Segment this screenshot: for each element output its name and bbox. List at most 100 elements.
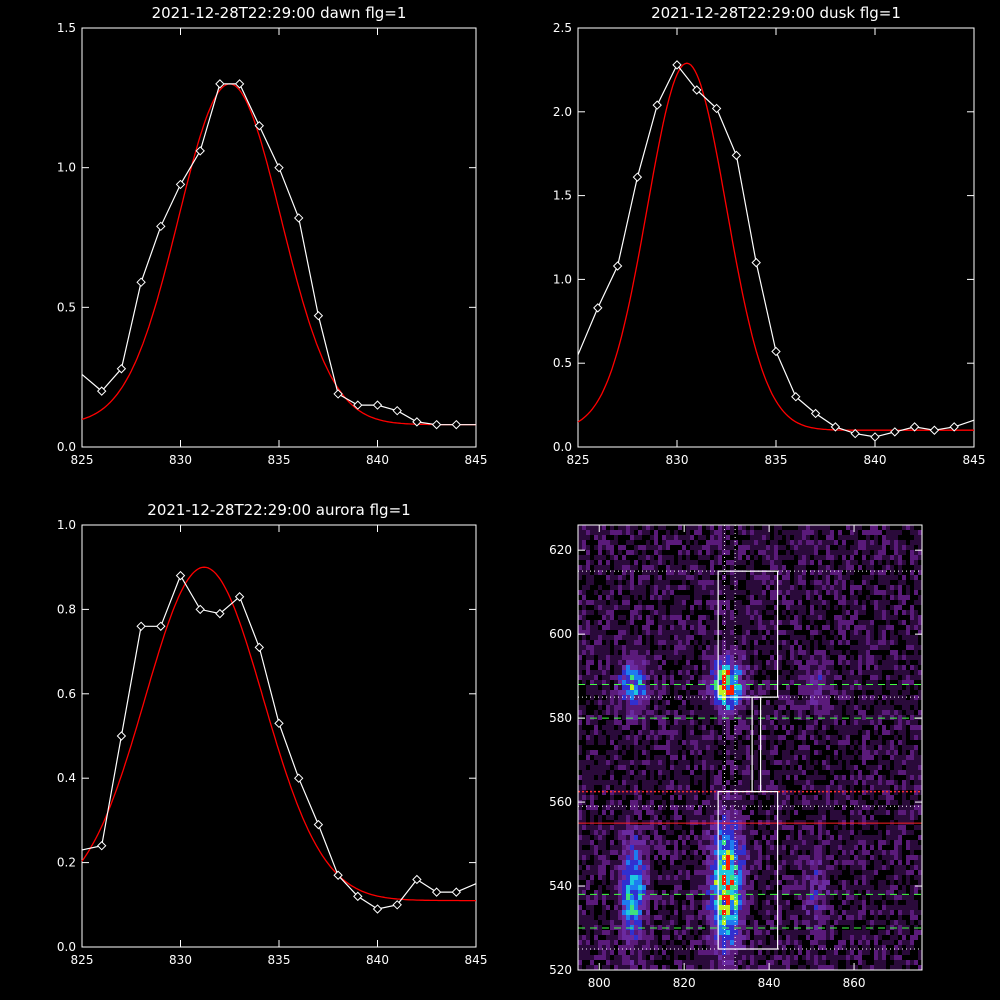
heatmap-cell [862, 790, 866, 795]
heatmap-cell [646, 730, 650, 735]
heatmap-cell [742, 625, 746, 630]
heatmap-cell [662, 735, 666, 740]
heatmap-cell [698, 605, 702, 610]
heatmap-cell [614, 530, 618, 535]
heatmap-cell [734, 530, 738, 535]
heatmap-cell [842, 635, 846, 640]
heatmap-cell [914, 590, 918, 595]
heatmap-cell [822, 580, 826, 585]
heatmap-cell [846, 575, 850, 580]
heatmap-cell [878, 535, 882, 540]
heatmap-cell [842, 775, 846, 780]
heatmap-cell [634, 530, 638, 535]
heatmap-cell [910, 780, 914, 785]
heatmap-cell [614, 655, 618, 660]
heatmap-cell [746, 555, 750, 560]
heatmap-cell [898, 550, 902, 555]
heatmap-cell [802, 785, 806, 790]
heatmap-cell [850, 795, 854, 800]
heatmap-cell [578, 555, 582, 560]
heatmap-cell [886, 600, 890, 605]
heatmap-cell [594, 750, 598, 755]
heatmap-cell [754, 660, 758, 665]
heatmap-cell [622, 600, 626, 605]
heatmap-cell [730, 610, 734, 615]
heatmap-cell [770, 575, 774, 580]
heatmap-cell [594, 560, 598, 565]
heatmap-cell [758, 785, 762, 790]
heatmap-cell [598, 760, 602, 765]
heatmap-cell [638, 700, 642, 705]
heatmap-cell [826, 680, 830, 685]
heatmap-cell [594, 530, 598, 535]
heatmap-cell [614, 805, 618, 810]
heatmap-cell [734, 790, 738, 795]
heatmap-cell [802, 665, 806, 670]
heatmap-cell [862, 685, 866, 690]
heatmap-cell [898, 680, 902, 685]
heatmap-cell [810, 575, 814, 580]
heatmap-cell [866, 685, 870, 690]
heatmap-cell [798, 630, 802, 635]
data-point [215, 608, 225, 619]
heatmap-cell [834, 660, 838, 665]
heatmap-cell [710, 690, 714, 695]
heatmap-cell [774, 660, 778, 665]
heatmap-cell [778, 635, 782, 640]
heatmap-cell [718, 785, 722, 790]
heatmap-cell [642, 535, 646, 540]
heatmap-cell [834, 610, 838, 615]
heatmap-cell [786, 795, 790, 800]
heatmap-cell [590, 550, 594, 555]
heatmap-cell [918, 640, 922, 645]
heatmap-cell [798, 545, 802, 550]
heatmap-cell [594, 645, 598, 650]
heatmap-cell [662, 575, 666, 580]
heatmap-cell [626, 780, 630, 785]
heatmap-cell [902, 800, 906, 805]
heatmap-cell [674, 640, 678, 645]
heatmap-cell [766, 710, 770, 715]
heatmap-cell [818, 800, 822, 805]
heatmap-cell [590, 750, 594, 755]
heatmap-cell [806, 655, 810, 660]
heatmap-cell [786, 715, 790, 720]
heatmap-cell [854, 745, 858, 750]
heatmap-cell [666, 735, 670, 740]
heatmap-cell [686, 705, 690, 710]
heatmap-cell [834, 535, 838, 540]
heatmap-cell [718, 565, 722, 570]
x-tick-label: 845 [465, 953, 488, 967]
heatmap-cell [822, 780, 826, 785]
heatmap-cell [782, 675, 786, 680]
heatmap-cell [722, 750, 726, 755]
heatmap-cell [618, 670, 622, 675]
heatmap-cell [590, 565, 594, 570]
heatmap-cell [586, 720, 590, 725]
heatmap-cell [866, 770, 870, 775]
heatmap-cell [886, 720, 890, 725]
heatmap-cell [610, 585, 614, 590]
heatmap-cell [882, 695, 886, 700]
heatmap-cell [854, 615, 858, 620]
heatmap-cell [822, 570, 826, 575]
heatmap-cell [590, 715, 594, 720]
heatmap-cell [654, 645, 658, 650]
heatmap-cell [578, 770, 582, 775]
heatmap-cell [834, 765, 838, 770]
heatmap-cell [794, 785, 798, 790]
heatmap-cell [882, 620, 886, 625]
heatmap-cell [662, 675, 666, 680]
heatmap-cell [646, 615, 650, 620]
heatmap-cell [766, 705, 770, 710]
heatmap-cell [610, 610, 614, 615]
heatmap-cell [746, 800, 750, 805]
heatmap-cell [854, 580, 858, 585]
heatmap-cell [910, 560, 914, 565]
heatmap-cell [758, 630, 762, 635]
heatmap-cell [586, 775, 590, 780]
heatmap-cell [750, 575, 754, 580]
heatmap-cell [894, 615, 898, 620]
heatmap-cell [710, 750, 714, 755]
heatmap-cell [590, 745, 594, 750]
